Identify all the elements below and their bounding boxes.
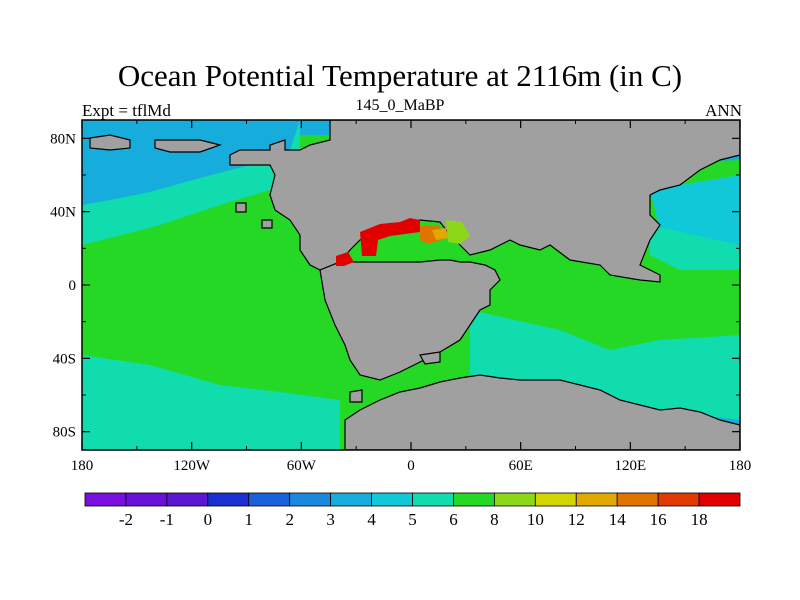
ocean-band-east-pacific-green xyxy=(650,225,740,270)
colorbar-label: 8 xyxy=(490,510,499,529)
colorbar-swatch xyxy=(534,492,577,507)
colorbar-swatch xyxy=(125,492,168,507)
y-tick-label: 80S xyxy=(53,425,76,441)
colorbar-label: 6 xyxy=(449,510,458,529)
land-island-south xyxy=(419,351,441,365)
colorbar-label: 0 xyxy=(204,510,213,529)
land-north-america-eurasia xyxy=(229,120,740,283)
land-arctic-island xyxy=(89,134,131,151)
axis-ticks: 180 120W 60W 0 60E 120E 180 80N 40N 0 40S 80S xyxy=(50,120,751,474)
colorbar-swatch xyxy=(616,492,659,507)
land-greenland xyxy=(154,139,223,153)
colorbar-swatch xyxy=(453,492,495,507)
colorbar-swatch xyxy=(84,492,127,507)
colorbar-swatch xyxy=(698,492,741,507)
experiment-label: Expt = tflMd xyxy=(82,101,171,120)
y-tick-label: 40N xyxy=(50,205,76,221)
ocean-band-east-pacific xyxy=(650,175,740,245)
x-tick-label: 0 xyxy=(407,458,415,474)
plot-title: Ocean Potential Temperature at 2116m (in… xyxy=(117,58,683,93)
colorbar-swatch xyxy=(412,492,454,507)
colorbar-label: 18 xyxy=(691,510,708,529)
colorbar-label: 3 xyxy=(326,510,335,529)
x-tick-label: 60E xyxy=(509,458,533,474)
colorbar-label: 16 xyxy=(650,510,667,529)
ocean-band-arctic-pacific xyxy=(82,120,300,205)
x-tick-label: 120E xyxy=(614,458,646,474)
colorbar-label: 14 xyxy=(609,510,627,529)
season-label: ANN xyxy=(705,101,742,120)
colorbar-swatch xyxy=(493,492,536,507)
time-label: 145_0_MaBP xyxy=(355,97,445,114)
colorbar-label: 2 xyxy=(285,510,294,529)
x-tick-label: 120W xyxy=(173,458,211,474)
colorbar-label: -2 xyxy=(119,510,133,529)
land-antarctica xyxy=(344,374,740,450)
land-island-west xyxy=(235,202,247,213)
y-tick-label: 80N xyxy=(50,131,76,147)
x-tick-label: 60W xyxy=(287,458,317,474)
x-tick-label: 180 xyxy=(729,458,752,474)
ocean-band-south-pacific xyxy=(82,355,340,450)
colorbar-label: 1 xyxy=(245,510,254,529)
colorbar-label: 4 xyxy=(367,510,376,529)
colorbar-swatch xyxy=(248,492,291,507)
colorbar-label: 5 xyxy=(408,510,417,529)
map-plot-area xyxy=(82,120,740,450)
colorbar-swatch xyxy=(330,492,372,507)
land-masses xyxy=(89,120,740,450)
colorbar: -2 -1 0 1 2 3 4 5 6 8 10 12 14 16 18 xyxy=(84,492,741,529)
x-tick-label: 180 xyxy=(71,458,94,474)
colorbar-swatch xyxy=(575,492,618,507)
y-tick-label: 0 xyxy=(69,278,77,294)
colorbar-swatch xyxy=(166,492,209,507)
land-island-sw xyxy=(349,389,363,403)
colorbar-label: -1 xyxy=(160,510,174,529)
colorbar-swatch xyxy=(371,492,413,507)
y-tick-label: 40S xyxy=(53,351,76,367)
colorbar-swatch xyxy=(289,492,332,507)
colorbar-label: 12 xyxy=(568,510,585,529)
colorbar-label: 10 xyxy=(527,510,544,529)
land-south-america-africa xyxy=(319,259,501,381)
colorbar-swatch xyxy=(657,492,700,507)
land-island-west-2 xyxy=(261,219,273,229)
colorbar-swatch xyxy=(207,492,250,507)
warm-tethys-region xyxy=(336,218,470,266)
